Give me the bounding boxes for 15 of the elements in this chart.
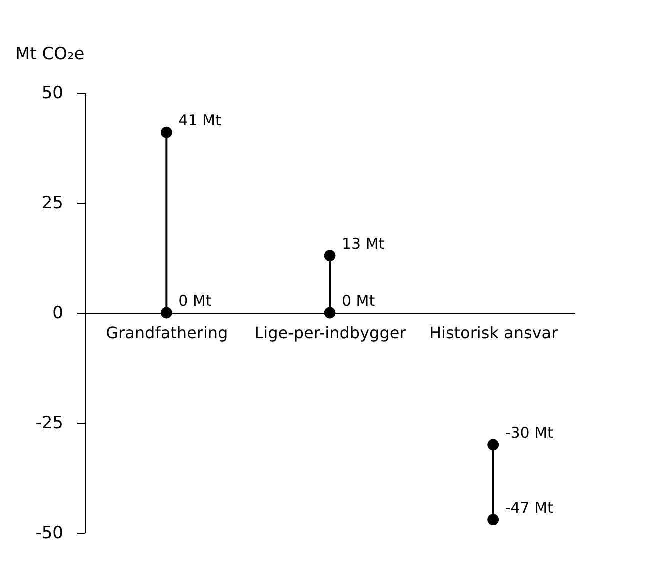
x-tick-label: Historisk ansvar bbox=[429, 324, 559, 342]
y-tick-label: -50 bbox=[36, 524, 64, 544]
y-tick-label: -25 bbox=[36, 414, 64, 434]
data-label: 0 Mt bbox=[342, 292, 376, 310]
data-label: -47 Mt bbox=[505, 498, 554, 517]
x-tick-label: Lige-per-indbygger bbox=[254, 324, 407, 342]
x-tick-label: Grandfathering bbox=[106, 324, 228, 342]
data-label: 41 Mt bbox=[178, 112, 222, 130]
data-label: 13 Mt bbox=[342, 234, 385, 253]
y-tick-label: 50 bbox=[42, 84, 64, 104]
data-label: 0 Mt bbox=[178, 292, 212, 310]
y-tick-label: 0 bbox=[52, 304, 64, 324]
y-axis-title: Mt CO₂e bbox=[16, 44, 85, 64]
y-tick-label: 25 bbox=[42, 194, 64, 214]
data-label: -30 Mt bbox=[505, 424, 554, 442]
